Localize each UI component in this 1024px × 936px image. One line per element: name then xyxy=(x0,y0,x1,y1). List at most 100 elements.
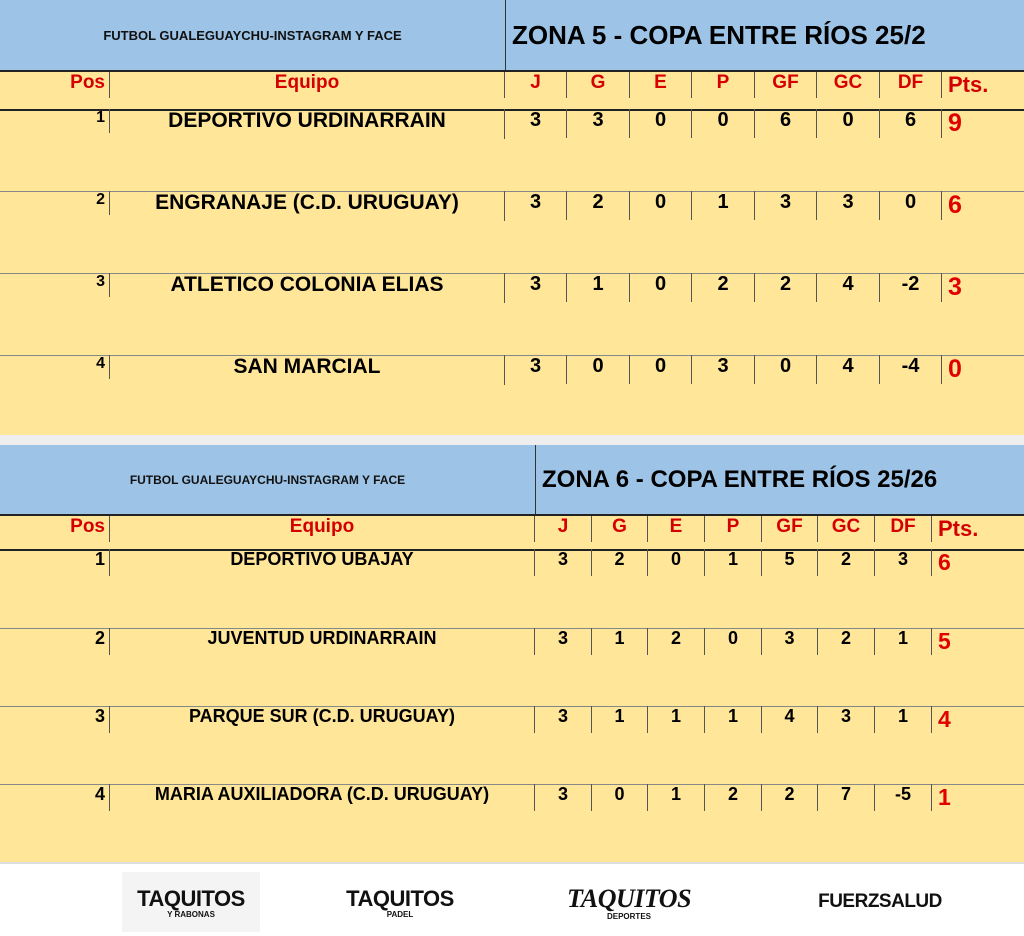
column-header-gc: GC xyxy=(817,72,880,98)
table-title: ZONA 5 - COPA ENTRE RÍOS 25/2 xyxy=(505,0,926,70)
cell-j: 3 xyxy=(505,191,567,220)
cell-pos: 4 xyxy=(0,784,110,811)
cell-gf: 5 xyxy=(762,549,818,576)
sponsor-logo-taquitos-rabonas: TAQUITOS Y RABONAS xyxy=(122,872,260,932)
cell-pos: 3 xyxy=(0,273,110,297)
cell-e: 0 xyxy=(648,549,705,576)
sponsor-name: TAQUITOS xyxy=(346,885,454,911)
table-row: 2 JUVENTUD URDINARRAIN 3 1 2 0 3 2 1 5 xyxy=(0,628,1024,707)
cell-gf: 3 xyxy=(762,628,818,655)
column-header-gc: GC xyxy=(818,516,875,542)
column-header-j: J xyxy=(505,72,567,98)
cell-g: 1 xyxy=(592,628,648,655)
column-header-e: E xyxy=(648,516,705,542)
cell-pts: 5 xyxy=(938,628,951,654)
header-row: Pos Equipo J G E P GF GC DF Pts. xyxy=(0,516,1024,551)
header-row: Pos Equipo J G E P GF GC DF Pts. xyxy=(0,72,1024,111)
sponsor-name: FUERZSALUD xyxy=(818,891,942,912)
cell-g: 1 xyxy=(592,706,648,733)
table-row: 4 SAN MARCIAL 3 0 0 3 0 4 -4 0 xyxy=(0,355,1024,435)
cell-g: 2 xyxy=(567,191,630,220)
cell-p: 1 xyxy=(692,191,755,220)
cell-gf: 3 xyxy=(755,191,817,220)
cell-p: 3 xyxy=(692,355,755,384)
brand-label: FUTBOL GUALEGUAYCHU-INSTAGRAM Y FACE xyxy=(103,27,402,43)
cell-team: JUVENTUD URDINARRAIN xyxy=(110,628,535,655)
cell-p: 1 xyxy=(705,549,762,576)
cell-df: -4 xyxy=(880,355,942,384)
column-header-df: DF xyxy=(880,72,942,98)
zona-6-table: FUTBOL GUALEGUAYCHU-INSTAGRAM Y FACE ZON… xyxy=(0,445,1024,862)
sponsor-logo-taquitos-deportes: TAQUITOS DEPORTES xyxy=(548,872,710,932)
cell-g: 2 xyxy=(592,549,648,576)
table-title: ZONA 6 - COPA ENTRE RÍOS 25/26 xyxy=(535,445,937,514)
cell-team: DEPORTIVO UBAJAY xyxy=(110,549,535,576)
cell-e: 1 xyxy=(648,706,705,733)
cell-df: -2 xyxy=(880,273,942,302)
cell-gc: 4 xyxy=(817,273,880,302)
cell-gc: 2 xyxy=(818,628,875,655)
cell-g: 1 xyxy=(567,273,630,302)
cell-team: DEPORTIVO URDINARRAIN xyxy=(110,109,505,139)
column-header-gf: GF xyxy=(755,72,817,98)
cell-pts: 0 xyxy=(948,355,962,383)
cell-g: 3 xyxy=(567,109,630,138)
table-banner: FUTBOL GUALEGUAYCHU-INSTAGRAM Y FACE ZON… xyxy=(0,0,1024,72)
cell-pos: 4 xyxy=(0,355,110,379)
table-row: 4 MARIA AUXILIADORA (C.D. URUGUAY) 3 0 1 2 2 7-… xyxy=(0,784,1024,862)
cell-j: 3 xyxy=(505,355,567,384)
cell-gf: 2 xyxy=(762,784,818,811)
table-banner: FUTBOL GUALEGUAYCHU-INSTAGRAM Y FACE ZON… xyxy=(0,445,1024,516)
column-header-pts: Pts. xyxy=(938,516,979,541)
cell-j: 3 xyxy=(505,109,567,138)
sponsor-name: TAQUITOS xyxy=(137,885,245,911)
sponsor-name: TAQUITOS xyxy=(566,883,692,913)
cell-g: 0 xyxy=(592,784,648,811)
cell-pts: 4 xyxy=(938,706,951,732)
cell-p: 0 xyxy=(692,109,755,138)
column-header-e: E xyxy=(630,72,692,98)
cell-gc: 4 xyxy=(817,355,880,384)
table-row: 1 DEPORTIVO UBAJAY 3 2 0 1 5 2 3 6 xyxy=(0,549,1024,629)
cell-pos: 3 xyxy=(0,706,110,733)
cell-j: 3 xyxy=(505,273,567,302)
column-header-team: Equipo xyxy=(110,72,505,98)
cell-gf: 0 xyxy=(755,355,817,384)
column-header-g: G xyxy=(592,516,648,542)
column-header-p: P xyxy=(692,72,755,98)
cell-gc: 7 xyxy=(818,784,875,811)
column-header-pos: Pos xyxy=(0,516,110,542)
column-header-team: Equipo xyxy=(110,516,535,542)
cell-gc: 2 xyxy=(818,549,875,576)
cell-pts: 6 xyxy=(948,191,962,219)
cell-p: 2 xyxy=(692,273,755,302)
column-header-p: P xyxy=(705,516,762,542)
column-header-gf: GF xyxy=(762,516,818,542)
cell-gf: 6 xyxy=(755,109,817,138)
cell-pos: 1 xyxy=(0,109,110,133)
cell-j: 3 xyxy=(535,706,592,733)
cell-j: 3 xyxy=(535,549,592,576)
brand-label: FUTBOL GUALEGUAYCHU-INSTAGRAM Y FACE xyxy=(129,472,406,487)
cell-pts: 9 xyxy=(948,109,962,137)
cell-e: 0 xyxy=(630,191,692,220)
cell-team: ENGRANAJE (C.D. URUGUAY) xyxy=(110,191,505,221)
cell-team: PARQUE SUR (C.D. URUGUAY) xyxy=(110,706,535,733)
table-row: 2 ENGRANAJE (C.D. URUGUAY) 3 2 0 1 3 3 0 6 xyxy=(0,191,1024,274)
cell-df: -5 xyxy=(875,784,932,811)
cell-p: 2 xyxy=(705,784,762,811)
sponsor-logo-fuerzsalud: FUERZSALUD xyxy=(805,872,955,932)
cell-e: 0 xyxy=(630,355,692,384)
column-header-pos: Pos xyxy=(0,72,110,98)
cell-pos: 1 xyxy=(0,549,110,576)
cell-df: 1 xyxy=(875,706,932,733)
cell-df: 6 xyxy=(880,109,942,138)
cell-team: SAN MARCIAL xyxy=(110,355,505,385)
zona-5-table: FUTBOL GUALEGUAYCHU-INSTAGRAM Y FACE ZON… xyxy=(0,0,1024,435)
cell-pts: 6 xyxy=(938,549,951,575)
cell-df: 1 xyxy=(875,628,932,655)
cell-e: 0 xyxy=(630,273,692,302)
table-row: 1 DEPORTIVO URDINARRAIN 3 3 0 0 6 0 6 9 xyxy=(0,109,1024,192)
column-header-df: DF xyxy=(875,516,932,542)
cell-gc: 3 xyxy=(818,706,875,733)
